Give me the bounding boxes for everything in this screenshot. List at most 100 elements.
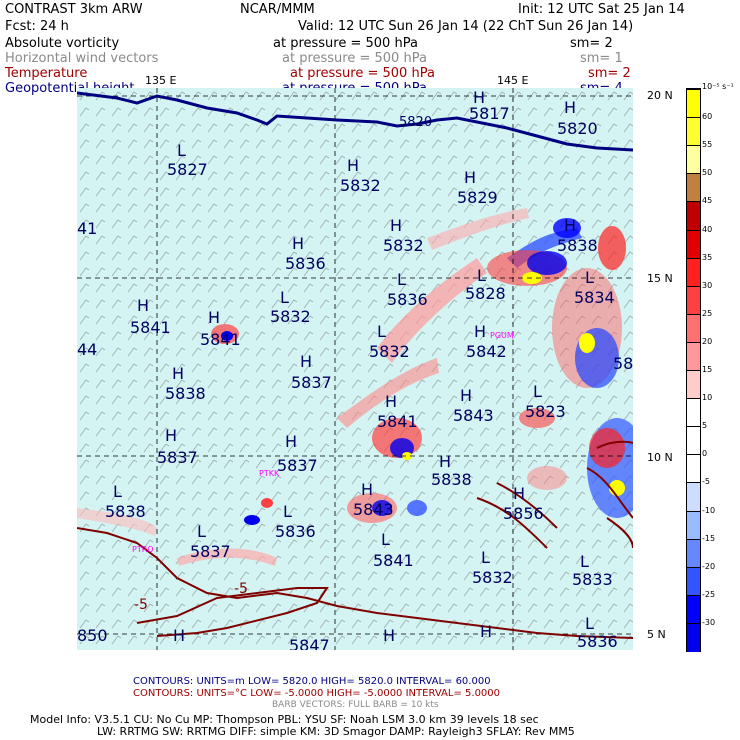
legend-temp-contours: CONTOURS: UNITS=°C LOW= -5.0000 HIGH= -5… <box>133 688 501 699</box>
hl-label: H <box>361 480 374 499</box>
colorbar-swatch <box>687 398 700 428</box>
height-value: 5836 <box>387 290 428 309</box>
colorbar-swatch <box>687 482 700 512</box>
model-title: CONTRAST 3km ARW <box>5 2 143 17</box>
colorbar-tick-label: -5 <box>702 477 710 487</box>
colorbar-swatch <box>687 257 700 287</box>
hl-label: H <box>480 622 493 641</box>
colorbar-swatch <box>687 538 700 568</box>
height-value: 5829 <box>457 188 498 207</box>
hl-label: L <box>585 614 594 633</box>
lat-label-5: 5 N <box>647 628 666 641</box>
contour-label: 5820 <box>399 115 433 130</box>
station-label: PTKK <box>259 469 280 478</box>
height-value: 5856 <box>503 504 544 523</box>
height-value: 5843 <box>353 500 394 519</box>
height-value: 5832 <box>340 176 381 195</box>
hl-label: H <box>385 392 398 411</box>
hl-label: L <box>280 288 289 307</box>
colorbar-tick-label: 25 <box>702 308 713 318</box>
field-sm-temperature: sm= 2 <box>588 66 631 81</box>
height-value: 5828 <box>465 284 506 303</box>
hl-label: L <box>481 548 490 567</box>
colorbar-tick-label: 60 <box>702 112 713 122</box>
colorbar-swatch <box>687 566 700 596</box>
colorbar-tick-label: 35 <box>702 252 713 262</box>
lat-lon-grid <box>77 88 633 650</box>
height-value: 5820 <box>557 119 598 138</box>
field-sm-wind: sm= 1 <box>580 51 623 66</box>
colorbar-swatch <box>687 313 700 343</box>
hl-label: H <box>173 626 186 645</box>
height-value: 5837 <box>190 542 231 561</box>
height-value: 5843 <box>453 406 494 425</box>
lon-label-145: 145 E <box>497 74 529 87</box>
colorbar-swatch <box>687 510 700 540</box>
field-name-vorticity: Absolute vorticity <box>5 36 120 51</box>
height-value: 5827 <box>167 160 208 179</box>
colorbar-swatch <box>687 201 700 231</box>
hl-label: H <box>172 364 185 383</box>
field-name-temperature: Temperature <box>5 66 88 81</box>
height-value: 5841 <box>377 412 418 431</box>
colorbar-tick-label: 0 <box>702 449 708 459</box>
colorbar-swatch <box>687 173 700 203</box>
colorbar-swatch <box>687 89 700 119</box>
coastline <box>77 440 633 639</box>
field-pressure-vorticity: at pressure = 500 hPa <box>273 36 418 51</box>
height-value: 5832 <box>383 236 424 255</box>
height-value: 5833 <box>572 570 613 589</box>
hl-label: H <box>292 234 305 253</box>
hl-label: L <box>477 266 486 285</box>
lat-label-10: 10 N <box>647 451 673 464</box>
colorbar-unit: 10⁻⁵ s⁻¹ <box>702 82 734 91</box>
colorbar-tick-label: 45 <box>702 196 713 206</box>
height-value: 5832 <box>369 342 410 361</box>
colorbar-tick-label: -25 <box>702 589 716 599</box>
colorbar-swatch <box>687 285 700 315</box>
init-time: Init: 12 UTC Sat 25 Jan 14 <box>518 2 685 17</box>
height-value: 5838 <box>431 470 472 489</box>
colorbar-swatch <box>687 594 700 624</box>
colorbar-tick-label: -20 <box>702 561 716 571</box>
height-value: 5838 <box>105 502 146 521</box>
contour-label: 44 <box>77 340 98 359</box>
contour-label: 584 <box>613 354 633 373</box>
height-value: 5842 <box>466 342 507 361</box>
hl-label: H <box>564 98 577 117</box>
hl-label: L <box>397 270 406 289</box>
colorbar-swatch <box>687 622 700 652</box>
hl-label: H <box>383 626 396 645</box>
height-value: 5841 <box>373 551 414 570</box>
valid-time: Valid: 12 UTC Sun 26 Jan 14 (22 ChT Sun … <box>298 19 634 34</box>
temp-contour-label: -5 <box>234 581 248 597</box>
hl-label: H <box>208 308 221 327</box>
lon-label-135: 135 E <box>145 74 177 87</box>
colorbar-swatch <box>687 426 700 456</box>
map-overlay <box>77 88 633 650</box>
height-value: 5841 <box>200 330 241 349</box>
height-value: 5817 <box>469 104 510 123</box>
vorticity-shading <box>77 208 633 566</box>
height-value: 5823 <box>525 402 566 421</box>
model-info-line2: LW: RRTMG SW: RRTMG DIFF: simple KM: 3D … <box>97 725 575 738</box>
hl-label: H <box>460 386 473 405</box>
hl-label: L <box>377 322 386 341</box>
legend-height-contours: CONTOURS: UNITS=m LOW= 5820.0 HIGH= 5820… <box>133 676 491 687</box>
temp-contour-label: -5 <box>134 597 148 613</box>
hl-label: H <box>564 216 577 235</box>
hl-label: L <box>585 268 594 287</box>
contour-label: 850 <box>77 626 108 645</box>
colorbar-tick-label: 50 <box>702 168 713 178</box>
hl-label: L <box>381 530 390 549</box>
height-value: 5832 <box>472 568 513 587</box>
colorbar-tick-label: -10 <box>702 505 716 515</box>
colorbar-tick-label: 10 <box>702 393 713 403</box>
colorbar-swatch <box>687 117 700 147</box>
colorbar-tick-label: 30 <box>702 280 713 290</box>
height-value: 5837 <box>277 456 318 475</box>
hl-label: H <box>473 88 486 107</box>
wind-barbs <box>77 88 633 650</box>
height-value: 5836 <box>275 522 316 541</box>
height-value: 5838 <box>165 384 206 403</box>
